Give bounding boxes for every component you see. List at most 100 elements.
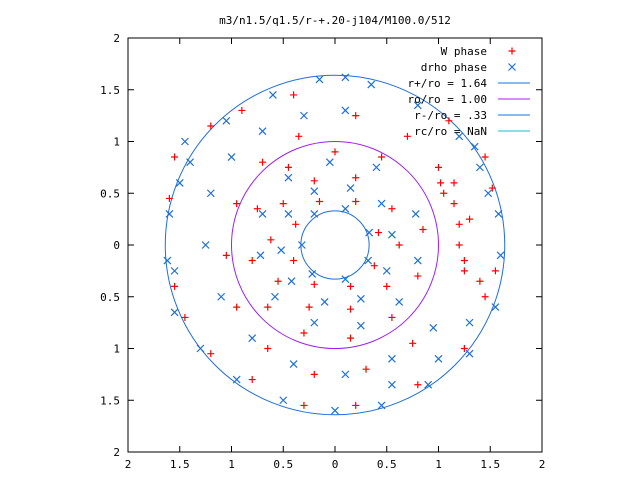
- drho-phase-point: [356, 294, 365, 303]
- drho-phase-point: [372, 163, 381, 172]
- drho-phase-point: [429, 323, 438, 332]
- axis-ticks: 2 1.5 1 0.5 0 0.5 1 1.5 221.510.500.511.52: [100, 32, 545, 471]
- y-tick-label: 2: [113, 446, 120, 459]
- drho-phase-point: [325, 158, 334, 167]
- w-phase-point: [362, 365, 370, 373]
- w-phase-point: [171, 282, 179, 290]
- legend-label: drho phase: [421, 61, 487, 74]
- drho-phase-point: [163, 256, 172, 265]
- w-phase-point: [264, 345, 272, 352]
- y-tick-label: 0: [113, 239, 120, 252]
- legend: W phase drho phase r+/ro = 1.64 ro/ro = 1.0…: [408, 45, 530, 138]
- drho-phase-point: [170, 308, 179, 317]
- drho-phase-point: [256, 251, 265, 260]
- drho-phase-point: [465, 349, 474, 358]
- x-tick-label: 1: [228, 458, 235, 471]
- w-phase-point: [491, 267, 499, 275]
- w-phase-point: [409, 339, 417, 347]
- reference-circle: [231, 141, 439, 349]
- drho-phase-point: [170, 266, 179, 275]
- legend-label: rc/ro = NaN: [414, 125, 487, 138]
- drho-phase-point: [411, 210, 420, 218]
- legend-label: W phase: [441, 45, 487, 58]
- drho-phase-point: [308, 270, 317, 278]
- w-phase-point: [488, 184, 496, 192]
- drho-phase-point: [196, 344, 205, 353]
- w-phase-point: [460, 267, 468, 275]
- x-tick-label: 0: [332, 458, 339, 471]
- drho-phase-point: [258, 127, 267, 136]
- w-phase-point: [331, 148, 339, 156]
- w-phase-point: [347, 305, 355, 313]
- w-phase-point: [445, 117, 453, 125]
- w-phase-point: [300, 401, 308, 409]
- drho-phase-point: [297, 241, 306, 249]
- drho-phase-point: [227, 153, 236, 161]
- drho-phase-point: [165, 210, 174, 218]
- drho-phase-point: [284, 210, 293, 218]
- w-phase-point: [419, 225, 427, 233]
- w-phase-point: [450, 179, 458, 187]
- w-phase-point: [374, 229, 382, 237]
- w-phase-point: [414, 381, 422, 389]
- w-phase-point: [352, 112, 360, 120]
- w-phase-point: [476, 277, 484, 285]
- w-phase-point: [274, 277, 282, 285]
- w-phase-point: [290, 257, 298, 265]
- drho-phase-point: [413, 101, 422, 110]
- drho-phase-point: [388, 230, 396, 239]
- drho-phase-point: [175, 178, 184, 187]
- w-phase-point: [207, 350, 215, 358]
- drho-phase-point: [388, 354, 396, 363]
- w-phase-point: [165, 194, 173, 202]
- w-phase-point: [378, 153, 386, 161]
- w-phase-point: [233, 200, 241, 208]
- drho-phase-point: [494, 210, 503, 218]
- w-phase-point: [455, 220, 463, 228]
- drho-phase-point: [181, 137, 189, 146]
- w-phase-point: [440, 189, 448, 197]
- w-phase-point: [310, 370, 318, 378]
- w-phase-point: [460, 345, 468, 352]
- w-phase-point: [310, 177, 318, 185]
- y-tick-label: 1: [113, 136, 120, 149]
- w-phase-point: [295, 132, 303, 140]
- w-phase-point: [352, 401, 360, 409]
- y-tick-label: 1: [113, 343, 120, 356]
- w-phase-point: [395, 241, 403, 249]
- y-tick-label: 2: [113, 32, 120, 45]
- w-phase-point: [238, 106, 246, 114]
- drho-phase-point: [484, 189, 493, 198]
- w-phase-point: [388, 205, 396, 213]
- drho-phase-point: [365, 228, 374, 237]
- w-phase-point: [403, 132, 411, 140]
- w-phase-point: [264, 303, 272, 311]
- x-tick-label: 0.5: [273, 458, 293, 471]
- drho-phase-point: [475, 163, 484, 172]
- drho-phase-point: [341, 73, 350, 82]
- w-phase-point: [310, 280, 318, 288]
- w-phase-point: [481, 293, 489, 301]
- drho-phase-point: [341, 106, 350, 115]
- w-phase-point: [414, 272, 422, 280]
- drho-phase-point: [341, 204, 350, 213]
- y-tick-label: 0.5: [100, 187, 120, 200]
- drho-phase-point: [232, 375, 241, 384]
- drho-phase-point: [300, 111, 308, 120]
- drho-phase-point: [277, 246, 286, 255]
- legend-label: r+/ro = 1.64: [408, 77, 488, 90]
- w-phase-point: [181, 313, 189, 321]
- drho-phase-point: [289, 360, 298, 368]
- x-tick-label: 0.5: [377, 458, 397, 471]
- x-tick-label: 1: [435, 458, 442, 471]
- w-phase-point: [383, 282, 391, 290]
- reference-circle: [300, 210, 370, 280]
- x-tick-label: 2: [125, 458, 132, 471]
- w-phase-point: [305, 303, 313, 311]
- w-phase-point: [292, 220, 300, 228]
- legend-marker: [508, 47, 516, 55]
- w-phase-point: [450, 200, 458, 208]
- w-phase-point: [259, 158, 267, 166]
- w-phase-point: [437, 179, 445, 187]
- drho-phase-point: [217, 292, 226, 301]
